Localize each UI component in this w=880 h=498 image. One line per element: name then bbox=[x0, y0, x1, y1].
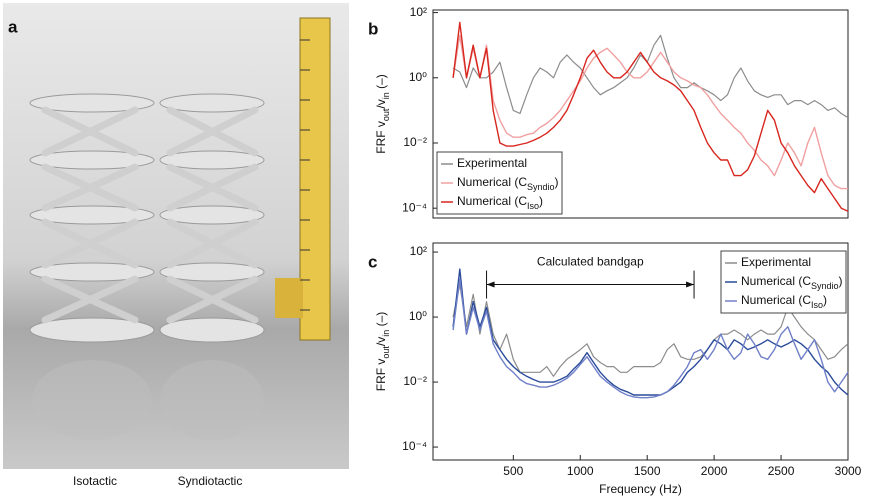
text-part: Experimental bbox=[457, 156, 527, 170]
photo bbox=[3, 3, 349, 469]
series-line bbox=[452, 284, 849, 377]
plot-frame bbox=[432, 242, 849, 461]
legend-label: Experimental bbox=[457, 156, 527, 170]
x-tick-label: 2500 bbox=[768, 464, 795, 478]
subscript: out bbox=[381, 108, 391, 121]
arrow-head bbox=[686, 281, 695, 288]
y-tick-label: 10⁰ bbox=[409, 70, 427, 84]
x-tick-label: 1500 bbox=[634, 464, 661, 478]
text-part: (–) bbox=[374, 74, 388, 92]
series-line bbox=[452, 21, 849, 212]
text-part: Numerical (C bbox=[457, 175, 527, 189]
text-part: Numerical (C bbox=[741, 274, 811, 288]
legend-label: Numerical (CSyndio) bbox=[741, 274, 843, 291]
subscript: Iso bbox=[527, 201, 539, 211]
x-tick-label: 1000 bbox=[567, 464, 594, 478]
text-part: ) bbox=[839, 274, 843, 288]
y-tick-label: 10² bbox=[410, 5, 427, 19]
arrow-head bbox=[486, 281, 495, 288]
y-tick-label: 10⁻⁴ bbox=[402, 439, 427, 453]
series-line bbox=[452, 278, 849, 399]
text-part: Numerical (C bbox=[457, 194, 527, 208]
legend-box bbox=[720, 250, 847, 314]
subscript: Syndio bbox=[527, 182, 555, 192]
subscript: in bbox=[381, 330, 391, 337]
y-tick-label: 10⁻² bbox=[403, 135, 427, 149]
subscript: Syndio bbox=[811, 281, 839, 291]
y-tick-label: 10⁻² bbox=[403, 374, 427, 388]
text-part: FRF v bbox=[374, 121, 388, 154]
y-tick-label: 10⁰ bbox=[409, 309, 427, 323]
panel-label: b bbox=[368, 19, 378, 38]
x-tick-label: 2000 bbox=[701, 464, 728, 478]
y-axis-label: FRF vout/vin (–) bbox=[374, 74, 391, 154]
text-part: ) bbox=[823, 293, 827, 307]
panel-label: a bbox=[8, 17, 18, 36]
photo-caption: Syndiotactic bbox=[178, 474, 243, 488]
text-part: /v bbox=[374, 337, 388, 346]
subscript: in bbox=[381, 92, 391, 99]
y-tick-label: 10⁻⁴ bbox=[402, 200, 427, 214]
series-line bbox=[452, 34, 849, 119]
panel-label: c bbox=[368, 252, 377, 271]
text-part: ) bbox=[555, 175, 559, 189]
subscript: Iso bbox=[811, 300, 823, 310]
y-axis-label: FRF vout/vin (–) bbox=[374, 312, 391, 392]
subscript: out bbox=[381, 346, 391, 359]
legend-label: Numerical (CSyndio) bbox=[457, 175, 559, 192]
y-tick-label: 10² bbox=[410, 244, 427, 258]
x-axis-label: Frequency (Hz) bbox=[599, 482, 682, 496]
text-part: FRF v bbox=[374, 359, 388, 392]
text-part: /v bbox=[374, 99, 388, 108]
photo-caption: Isotactic bbox=[73, 474, 117, 488]
x-tick-label: 3000 bbox=[835, 464, 862, 478]
text-part: (–) bbox=[374, 312, 388, 330]
legend-label: Numerical (CIso) bbox=[457, 194, 543, 211]
plot-frame bbox=[432, 9, 849, 219]
legend-label: Numerical (CIso) bbox=[741, 293, 827, 310]
text-part: ) bbox=[539, 194, 543, 208]
legend-label: Experimental bbox=[741, 255, 811, 269]
text-part: Experimental bbox=[741, 255, 811, 269]
x-tick-label: 500 bbox=[503, 464, 523, 478]
series-line bbox=[452, 268, 849, 396]
legend-box bbox=[436, 151, 563, 215]
annotation: Calculated bandgap bbox=[537, 255, 644, 269]
text-part: Numerical (C bbox=[741, 293, 811, 307]
